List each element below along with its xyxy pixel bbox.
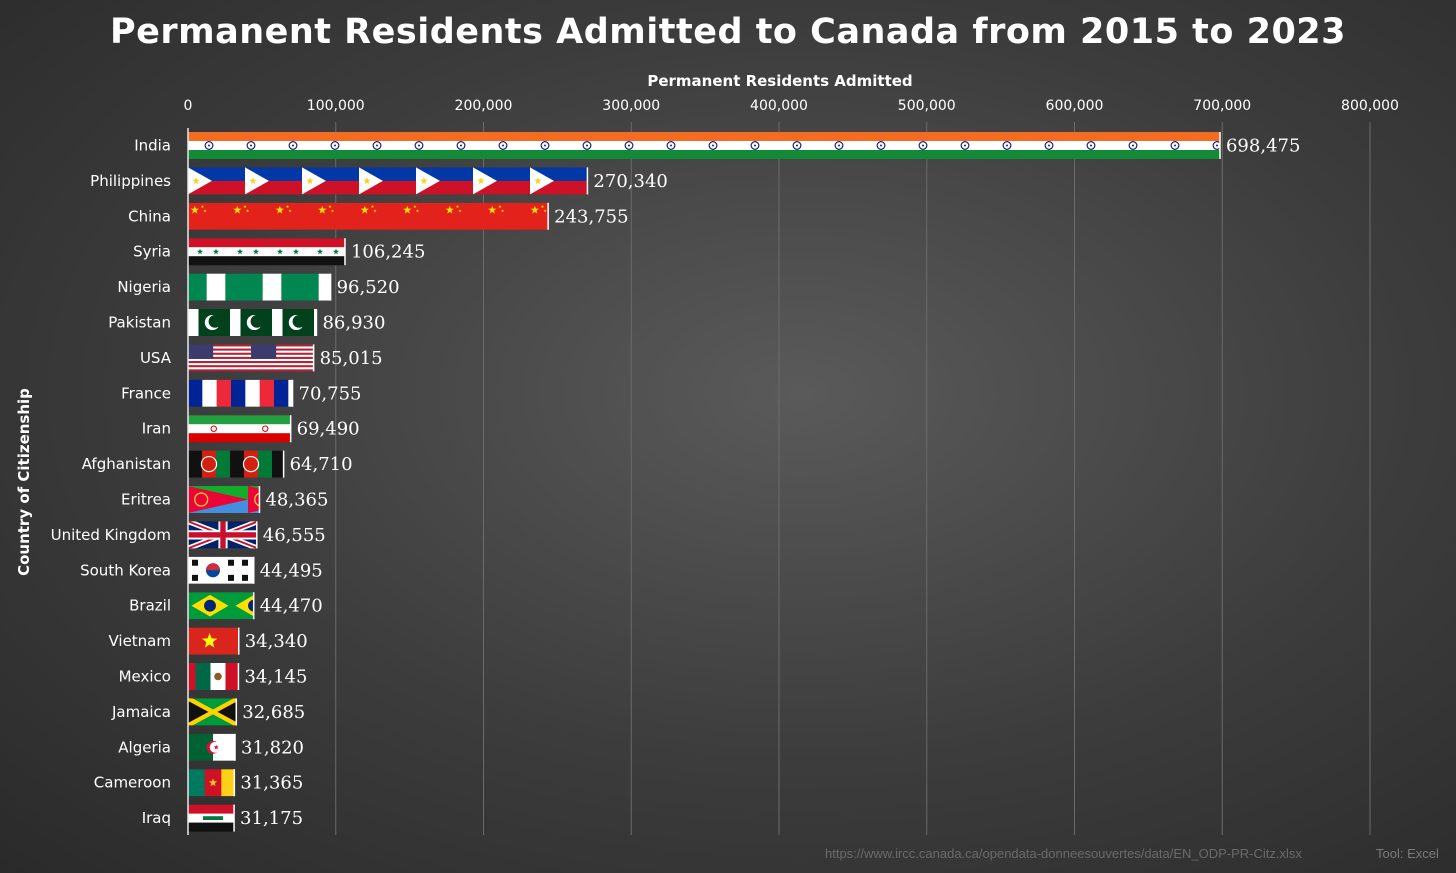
bar	[188, 202, 549, 230]
bar	[188, 663, 240, 690]
bar-value-label: 270,340	[593, 171, 667, 192]
bar	[188, 698, 238, 726]
y-category-label: Pakistan	[108, 314, 171, 332]
y-category-label: Cameroon	[94, 774, 171, 792]
bar	[188, 592, 255, 620]
bar	[188, 627, 240, 655]
bar-value-label: 31,175	[240, 808, 303, 829]
bar-value-label: 48,365	[265, 490, 328, 511]
y-category-label: Mexico	[119, 668, 171, 686]
bar-value-label: 85,015	[320, 348, 383, 369]
bar	[188, 486, 261, 513]
bar-value-label: 64,710	[290, 454, 353, 475]
bar	[188, 769, 236, 797]
y-category-label: Iraq	[142, 809, 171, 827]
y-category-label: Vietnam	[108, 632, 171, 650]
bar	[188, 273, 332, 301]
bars	[188, 132, 1221, 832]
y-category-label: Eritrea	[121, 491, 171, 509]
y-category-label: Philippines	[90, 172, 171, 190]
grid-lines	[335, 122, 1371, 835]
y-category-label: United Kingdom	[51, 526, 171, 544]
y-category-label: Nigeria	[117, 278, 171, 296]
x-tick-label: 0	[184, 98, 193, 114]
x-tick-label: 200,000	[455, 98, 513, 114]
bar	[188, 132, 1221, 159]
tool-note: Tool: Excel	[1376, 846, 1439, 861]
bar	[188, 556, 255, 584]
x-tick-label: 300,000	[602, 98, 660, 114]
y-category-label: Brazil	[129, 597, 171, 615]
y-category-label: India	[134, 137, 171, 155]
bar	[188, 344, 315, 372]
labels: 0 100,000 200,000 300,000 400,000 500,000 600,…	[51, 98, 1399, 829]
bar-value-label: 44,495	[260, 560, 323, 581]
bar	[188, 450, 285, 478]
bar	[188, 167, 589, 195]
bar-value-label: 69,490	[297, 419, 360, 440]
y-category-label: South Korea	[80, 561, 171, 579]
y-category-label: Syria	[133, 243, 171, 261]
bar-value-label: 34,340	[245, 631, 308, 652]
y-category-label: Afghanistan	[82, 455, 171, 473]
x-tick-label: 800,000	[1341, 98, 1399, 114]
x-tick-label: 700,000	[1193, 98, 1251, 114]
bar	[188, 733, 236, 761]
bar-value-label: 86,930	[322, 313, 385, 334]
y-category-label: France	[121, 384, 171, 402]
bar-value-label: 243,755	[554, 206, 628, 227]
bar	[188, 521, 258, 549]
x-tick-label: 500,000	[898, 98, 956, 114]
bar-value-label: 31,820	[241, 737, 304, 758]
bar-value-label: 70,755	[299, 383, 362, 404]
x-tick-label: 100,000	[307, 98, 365, 114]
bar-value-label: 698,475	[1226, 136, 1300, 157]
bar	[188, 309, 318, 336]
x-tick-label: 400,000	[750, 98, 808, 114]
y-category-label: Jamaica	[111, 703, 171, 721]
bar-value-label: 44,470	[260, 596, 323, 617]
chart-title: Permanent Residents Admitted to Canada f…	[109, 12, 1347, 52]
bar-value-label: 31,365	[240, 773, 303, 794]
y-category-label: China	[128, 207, 171, 225]
bar-value-label: 34,145	[244, 667, 307, 688]
source-note: https://www.ircc.canada.ca/opendata-donn…	[825, 846, 1302, 861]
bar-value-label: 46,555	[263, 525, 326, 546]
y-category-label: Algeria	[118, 738, 171, 756]
bar	[188, 415, 292, 443]
x-axis-label: Permanent Residents Admitted	[647, 72, 913, 90]
bar	[188, 379, 294, 407]
bar	[188, 238, 346, 266]
x-tick-label: 600,000	[1046, 98, 1104, 114]
bar-value-label: 32,685	[242, 702, 305, 723]
bar-value-label: 106,245	[351, 242, 425, 263]
bar	[188, 804, 235, 832]
y-category-label: USA	[140, 349, 172, 367]
bar-value-label: 96,520	[337, 277, 400, 298]
y-category-label: Iran	[142, 420, 171, 438]
